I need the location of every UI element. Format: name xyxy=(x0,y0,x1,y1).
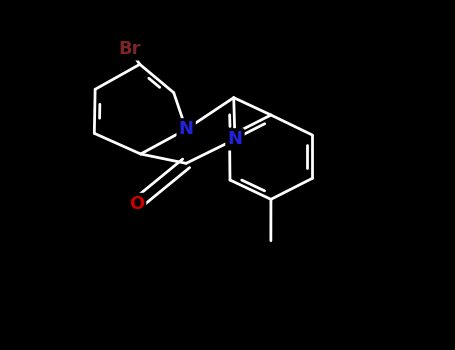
Text: O: O xyxy=(129,195,144,213)
Text: Br: Br xyxy=(118,40,141,58)
Text: N: N xyxy=(228,130,243,148)
Text: N: N xyxy=(179,120,194,138)
